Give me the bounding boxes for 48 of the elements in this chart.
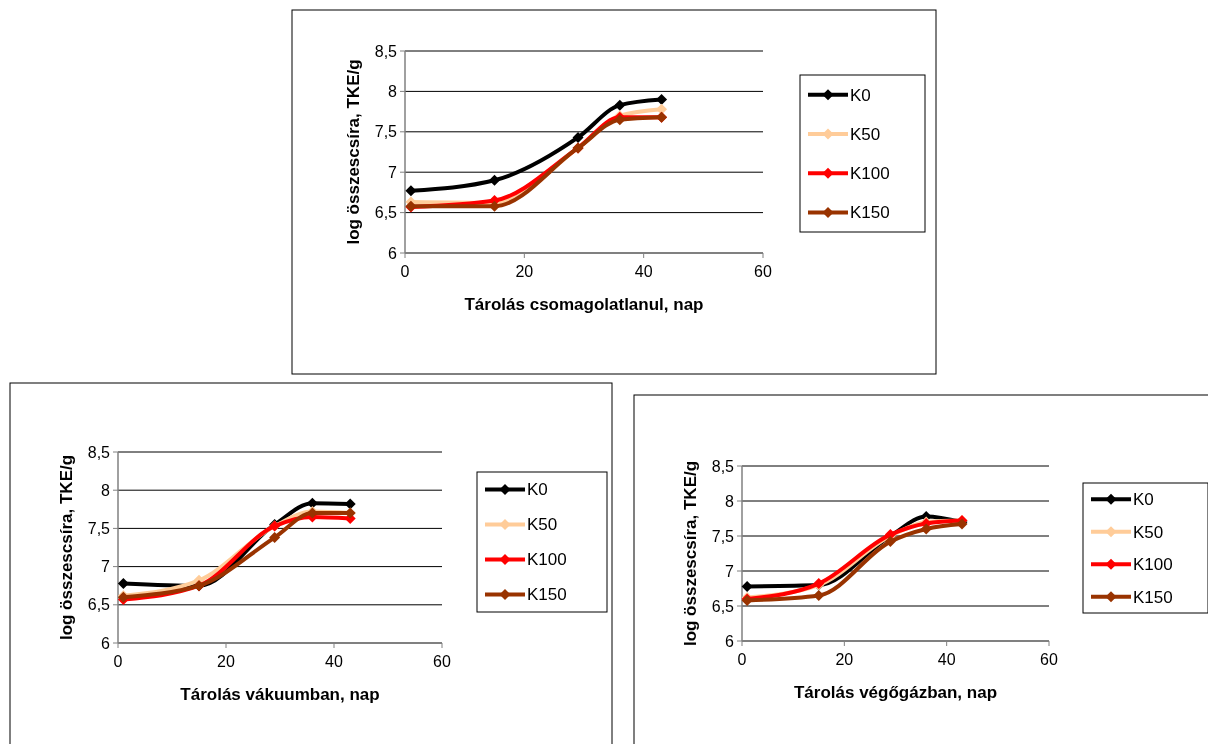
legend-label: K150	[850, 203, 890, 223]
legend-label: K150	[527, 585, 567, 605]
x-axis-title: Tárolás vákuumban, nap	[180, 685, 380, 704]
y-tick-label: 6	[388, 244, 398, 262]
y-tick-label: 7	[725, 562, 735, 580]
x-tick-label: 20	[217, 653, 235, 670]
x-tick-label: 40	[937, 651, 956, 668]
x-tick-label: 40	[634, 263, 653, 280]
x-axis-title: Tárolás csomagolatlanul, nap	[464, 295, 704, 314]
y-tick-label: 8	[388, 83, 398, 100]
y-tick-label: 7,5	[374, 123, 398, 141]
y-axis-title: log összescsíra, TKE/g	[681, 460, 700, 647]
y-tick-label: 8,5	[711, 457, 735, 475]
legend-label: K50	[1133, 522, 1164, 542]
x-tick-label: 0	[400, 263, 410, 280]
y-tick-label: 6,5	[711, 597, 735, 615]
y-tick-label: 6,5	[374, 204, 398, 222]
legend-label: K0	[850, 85, 871, 105]
x-tick-label: 0	[737, 651, 747, 668]
legend-label: K50	[850, 124, 881, 144]
x-tick-label: 20	[515, 263, 534, 280]
legend-label: K0	[1133, 490, 1154, 510]
legend-label: K0	[527, 480, 548, 500]
y-tick-label: 7,5	[87, 520, 111, 537]
x-tick-label: 60	[433, 653, 451, 670]
legend-label: K100	[527, 550, 567, 570]
y-axis-title: log összescsíra, TKE/g	[344, 59, 363, 245]
y-tick-label: 7	[101, 558, 111, 576]
legend-label: K50	[527, 515, 558, 535]
legend-label: K150	[1133, 587, 1173, 607]
x-tick-label: 40	[325, 653, 343, 670]
y-tick-label: 6	[725, 632, 735, 650]
y-tick-label: 8,5	[87, 443, 111, 461]
y-axis-title: log összescsíra, TKE/g	[57, 454, 76, 641]
y-tick-label: 8,5	[374, 42, 398, 60]
y-tick-label: 8	[725, 492, 735, 510]
legend-label: K100	[850, 164, 890, 184]
x-tick-label: 20	[835, 651, 854, 668]
legend-label: K100	[1133, 555, 1173, 575]
y-tick-label: 7,5	[711, 527, 735, 545]
x-tick-label: 0	[113, 653, 123, 670]
x-tick-label: 60	[754, 263, 772, 280]
y-tick-label: 6	[101, 634, 111, 652]
x-tick-label: 60	[1040, 651, 1058, 668]
y-tick-label: 8	[101, 481, 111, 499]
y-tick-label: 7	[388, 163, 398, 181]
y-tick-label: 6,5	[87, 596, 111, 614]
x-axis-title: Tárolás végőgázban, nap	[793, 683, 998, 702]
